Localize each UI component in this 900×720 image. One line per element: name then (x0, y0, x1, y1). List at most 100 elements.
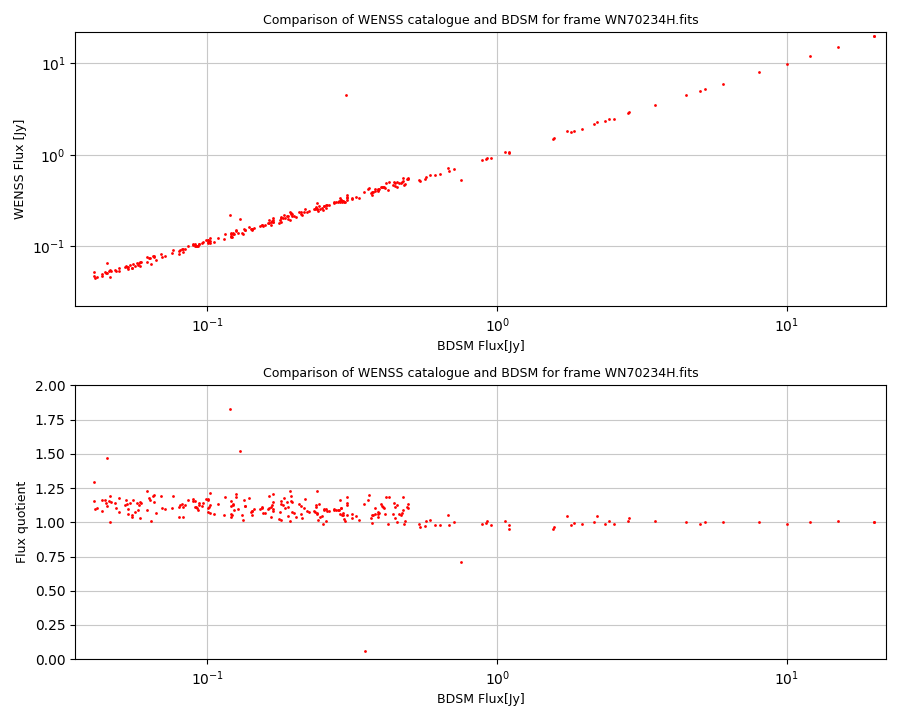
Point (432, 168, 446, 179)
Point (396, 175, 410, 186)
Point (388, 180, 402, 192)
Point (265, 215, 279, 227)
Point (297, 503, 311, 514)
Point (226, 498, 240, 510)
Point (175, 498, 189, 510)
Point (245, 224, 259, 235)
Point (374, 499, 388, 510)
Point (480, 152, 494, 163)
Point (320, 515, 334, 526)
Point (397, 179, 411, 190)
Point (142, 252, 157, 264)
Point (87, 270, 102, 282)
Point (312, 511, 327, 523)
Point (173, 244, 187, 256)
Point (308, 204, 322, 215)
Point (362, 490, 376, 501)
Point (371, 184, 385, 195)
Point (181, 240, 195, 252)
Point (692, 518, 706, 529)
Point (340, 192, 355, 203)
Point (253, 220, 267, 232)
Point (229, 489, 243, 500)
Point (598, 518, 612, 529)
Point (195, 237, 210, 248)
Point (387, 501, 401, 513)
Point (498, 146, 512, 158)
Point (166, 244, 181, 256)
Point (155, 251, 169, 262)
Point (563, 519, 578, 531)
Point (698, 516, 712, 528)
Point (867, 516, 881, 528)
Point (104, 516, 118, 528)
Point (339, 192, 354, 203)
Point (262, 503, 276, 514)
Point (149, 508, 164, 519)
Point (331, 196, 346, 207)
Point (285, 506, 300, 518)
Point (238, 224, 252, 235)
Point (154, 248, 168, 260)
Point (331, 504, 346, 516)
Point (218, 491, 232, 503)
Point (377, 508, 392, 520)
Point (119, 260, 133, 271)
Point (340, 491, 355, 503)
Point (310, 485, 324, 497)
Point (286, 210, 301, 222)
Point (224, 500, 238, 512)
Point (867, 516, 881, 528)
Point (103, 490, 117, 502)
Point (172, 248, 186, 259)
Point (330, 196, 345, 207)
Point (803, 50, 817, 62)
Point (328, 505, 343, 516)
Point (143, 515, 157, 526)
Point (418, 171, 433, 183)
Point (224, 230, 238, 242)
Point (89, 502, 104, 513)
Point (125, 263, 140, 274)
Point (587, 516, 601, 528)
Point (87, 477, 102, 488)
Point (237, 494, 251, 505)
Point (385, 179, 400, 191)
Point (310, 198, 324, 210)
Point (229, 224, 243, 235)
Point (226, 228, 240, 239)
Point (345, 513, 359, 524)
Point (188, 501, 202, 513)
Point (118, 261, 132, 273)
Point (225, 510, 239, 521)
Point (317, 503, 331, 515)
Point (283, 206, 297, 217)
Point (235, 228, 249, 239)
Point (255, 502, 269, 513)
Point (298, 493, 312, 505)
Point (125, 495, 140, 506)
Point (194, 500, 209, 511)
Point (340, 500, 355, 511)
Point (103, 264, 117, 276)
Point (333, 197, 347, 208)
Point (310, 203, 324, 215)
Point (382, 491, 396, 503)
Point (176, 511, 190, 523)
Point (374, 181, 388, 192)
Point (224, 511, 238, 523)
Point (418, 516, 433, 527)
Point (202, 500, 217, 511)
Point (358, 302, 373, 314)
Point (317, 504, 331, 516)
Point (387, 177, 401, 189)
Point (130, 497, 145, 508)
Point (333, 495, 347, 506)
Point (622, 107, 636, 118)
Point (390, 176, 404, 187)
Point (94, 505, 109, 517)
Point (274, 212, 288, 223)
Point (185, 239, 200, 251)
Point (375, 181, 390, 192)
Point (202, 501, 217, 513)
